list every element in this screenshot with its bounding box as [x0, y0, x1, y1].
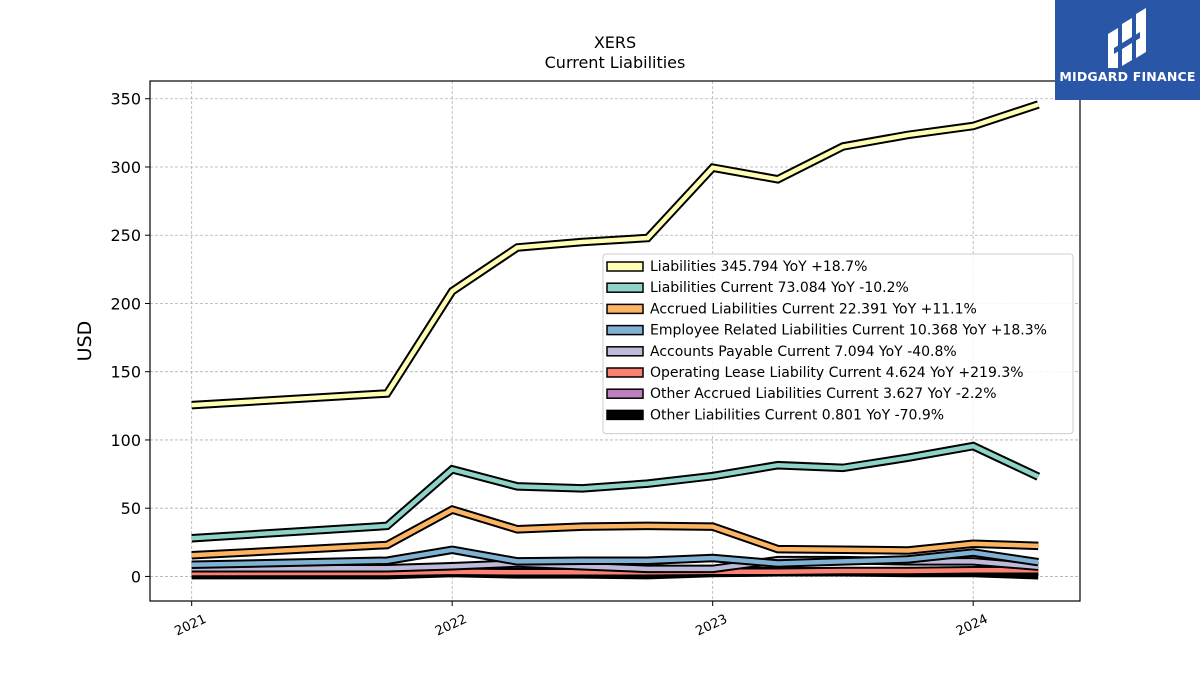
- legend-swatch: [606, 409, 644, 421]
- y-tick-label: 50: [121, 499, 141, 518]
- series-line: [191, 547, 1039, 568]
- y-tick-label: 0: [131, 567, 141, 586]
- logo-text: MIDGARD FINANCE: [1059, 69, 1196, 84]
- legend-swatch: [606, 282, 644, 293]
- legend-swatch: [606, 261, 644, 272]
- chart-title: XERS: [594, 33, 636, 52]
- legend: Liabilities 345.794 YoY +18.7% Liabilitie…: [602, 253, 1074, 435]
- series-line: [191, 507, 1039, 558]
- x-tick-label: 2024: [954, 612, 990, 640]
- legend-swatch: [606, 346, 644, 357]
- y-ticks: 0 50 100 150 200 250 300 350: [110, 90, 150, 586]
- x-tick-label: 2023: [693, 612, 729, 640]
- legend-swatch: [606, 367, 644, 378]
- legend-item: Operating Lease Liability Current 4.624 …: [606, 365, 1024, 381]
- legend-item: Accounts Payable Current 7.094 YoY -40.8…: [606, 344, 957, 360]
- y-tick-label: 150: [110, 363, 141, 382]
- logo: MIDGARD FINANCE: [1055, 0, 1200, 100]
- legend-label: Operating Lease Liability Current 4.624 …: [650, 365, 1024, 381]
- legend-swatch: [606, 303, 644, 315]
- y-tick-label: 100: [110, 431, 141, 450]
- legend-box: [602, 253, 1074, 435]
- legend-label: Liabilities 345.794 YoY +18.7%: [650, 259, 867, 275]
- y-tick-label: 200: [110, 294, 141, 313]
- legend-label: Employee Related Liabilities Current 10.…: [650, 323, 1047, 339]
- legend-item: Other Liabilities Current 0.801 YoY -70.…: [606, 407, 944, 423]
- legend-item: Employee Related Liabilities Current 10.…: [606, 323, 1047, 339]
- series-liabilities: [191, 100, 1040, 410]
- legend-item: Other Accrued Liabilities Current 3.627 …: [606, 386, 997, 402]
- series-liabilities-current: [191, 441, 1041, 543]
- series-accrued-liabilities-current: [191, 505, 1039, 560]
- plot-frame: [149, 80, 1081, 602]
- series-line: [191, 102, 1040, 408]
- legend-label: Other Liabilities Current 0.801 YoY -70.…: [650, 407, 944, 423]
- legend-label: Liabilities Current 73.084 YoY -10.2%: [650, 280, 909, 296]
- series-line: [191, 443, 1040, 541]
- legend-label: Other Accrued Liabilities Current 3.627 …: [650, 386, 997, 402]
- legend-label: Accrued Liabilities Current 22.391 YoY +…: [650, 301, 977, 317]
- logo-mark-icon: [1108, 8, 1146, 68]
- chart-subtitle: Current Liabilities: [545, 53, 686, 72]
- legend-swatch: [606, 388, 644, 399]
- series-employee-related-liabilities-current: [191, 545, 1039, 570]
- legend-item: Accrued Liabilities Current 22.391 YoY +…: [606, 301, 977, 317]
- x-tick-label: 2021: [172, 612, 208, 640]
- y-tick-label: 300: [110, 158, 141, 177]
- legend-label: Accounts Payable Current 7.094 YoY -40.8…: [650, 344, 957, 360]
- legend-item: Liabilities 345.794 YoY +18.7%: [606, 259, 867, 275]
- y-axis-label: USD: [74, 321, 96, 362]
- series-layer: [191, 100, 1041, 580]
- legend-item: Liabilities Current 73.084 YoY -10.2%: [606, 280, 909, 296]
- x-ticks: 2021 2022 2023 2024: [172, 601, 990, 639]
- legend-swatch: [606, 324, 644, 336]
- x-tick-label: 2022: [433, 612, 469, 640]
- y-tick-label: 250: [110, 226, 141, 245]
- y-tick-label: 350: [110, 90, 141, 109]
